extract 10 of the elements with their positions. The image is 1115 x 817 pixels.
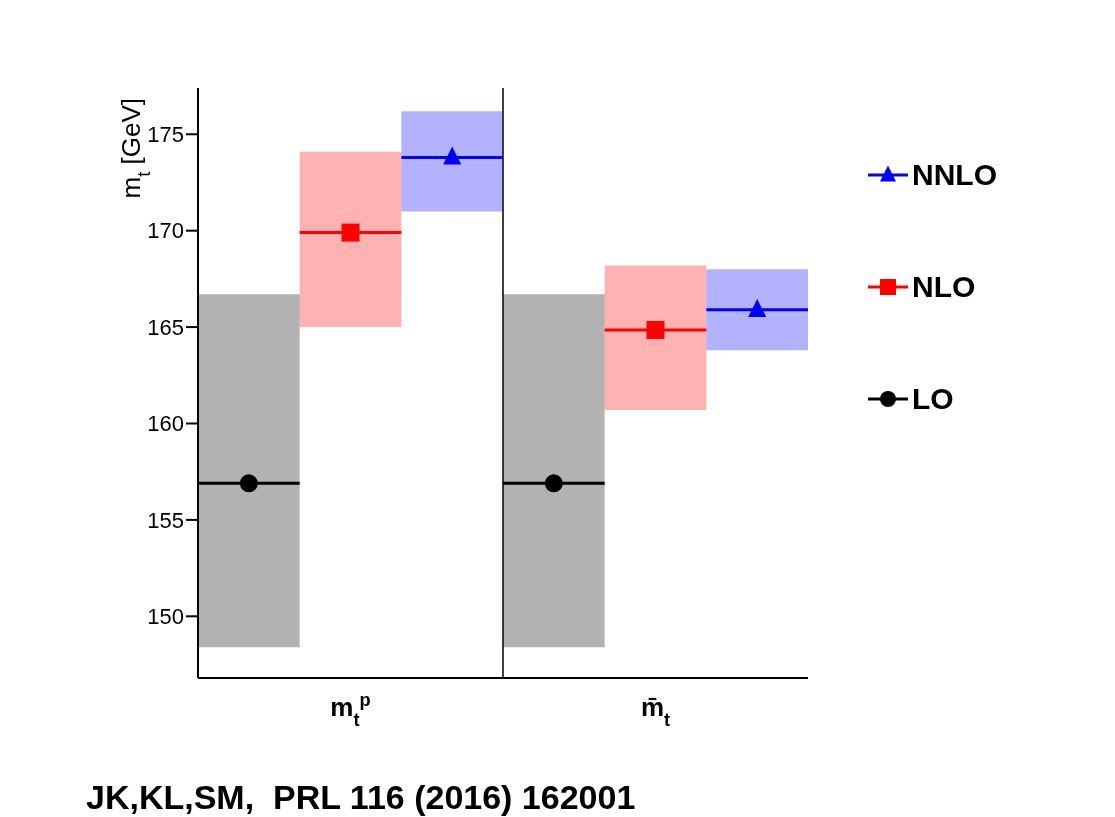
y-tick-label: 160 — [147, 411, 184, 437]
y-tick-label: 170 — [147, 218, 184, 244]
legend-label: LO — [912, 382, 954, 416]
x-tick-label: m̄$_{t}$ — [640, 692, 671, 730]
y-tick-label: 150 — [147, 604, 184, 630]
y-tick-label: 165 — [147, 314, 184, 340]
legend-label: NNLO — [912, 158, 997, 192]
text: JK,KL,SM, PRL 116 (2016) 162001 — [86, 778, 636, 817]
legend-label: NLO — [912, 270, 976, 304]
y-tick-label: 155 — [147, 507, 184, 533]
